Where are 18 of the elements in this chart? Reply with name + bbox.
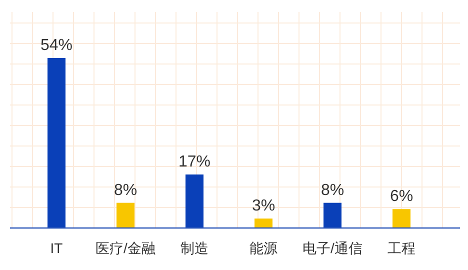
x-tick-label: IT (50, 240, 64, 256)
data-label: 17% (178, 153, 211, 170)
data-label: 3% (252, 198, 276, 215)
data-label: 8% (114, 182, 138, 199)
x-tick-label: 电子/通信 (302, 240, 362, 256)
bar (116, 202, 134, 228)
bar (392, 209, 410, 228)
x-tick-label: 能源 (250, 240, 278, 256)
x-tick-label: 制造 (180, 240, 208, 256)
x-tick-label: 医疗/金融 (96, 240, 156, 256)
data-label: 54% (40, 37, 73, 54)
bar (48, 58, 66, 228)
x-tick-label: 工程 (388, 240, 416, 256)
bar (254, 218, 272, 228)
bar (186, 174, 204, 228)
data-label: 8% (320, 182, 344, 199)
bar (324, 202, 342, 228)
data-label: 6% (390, 188, 414, 206)
